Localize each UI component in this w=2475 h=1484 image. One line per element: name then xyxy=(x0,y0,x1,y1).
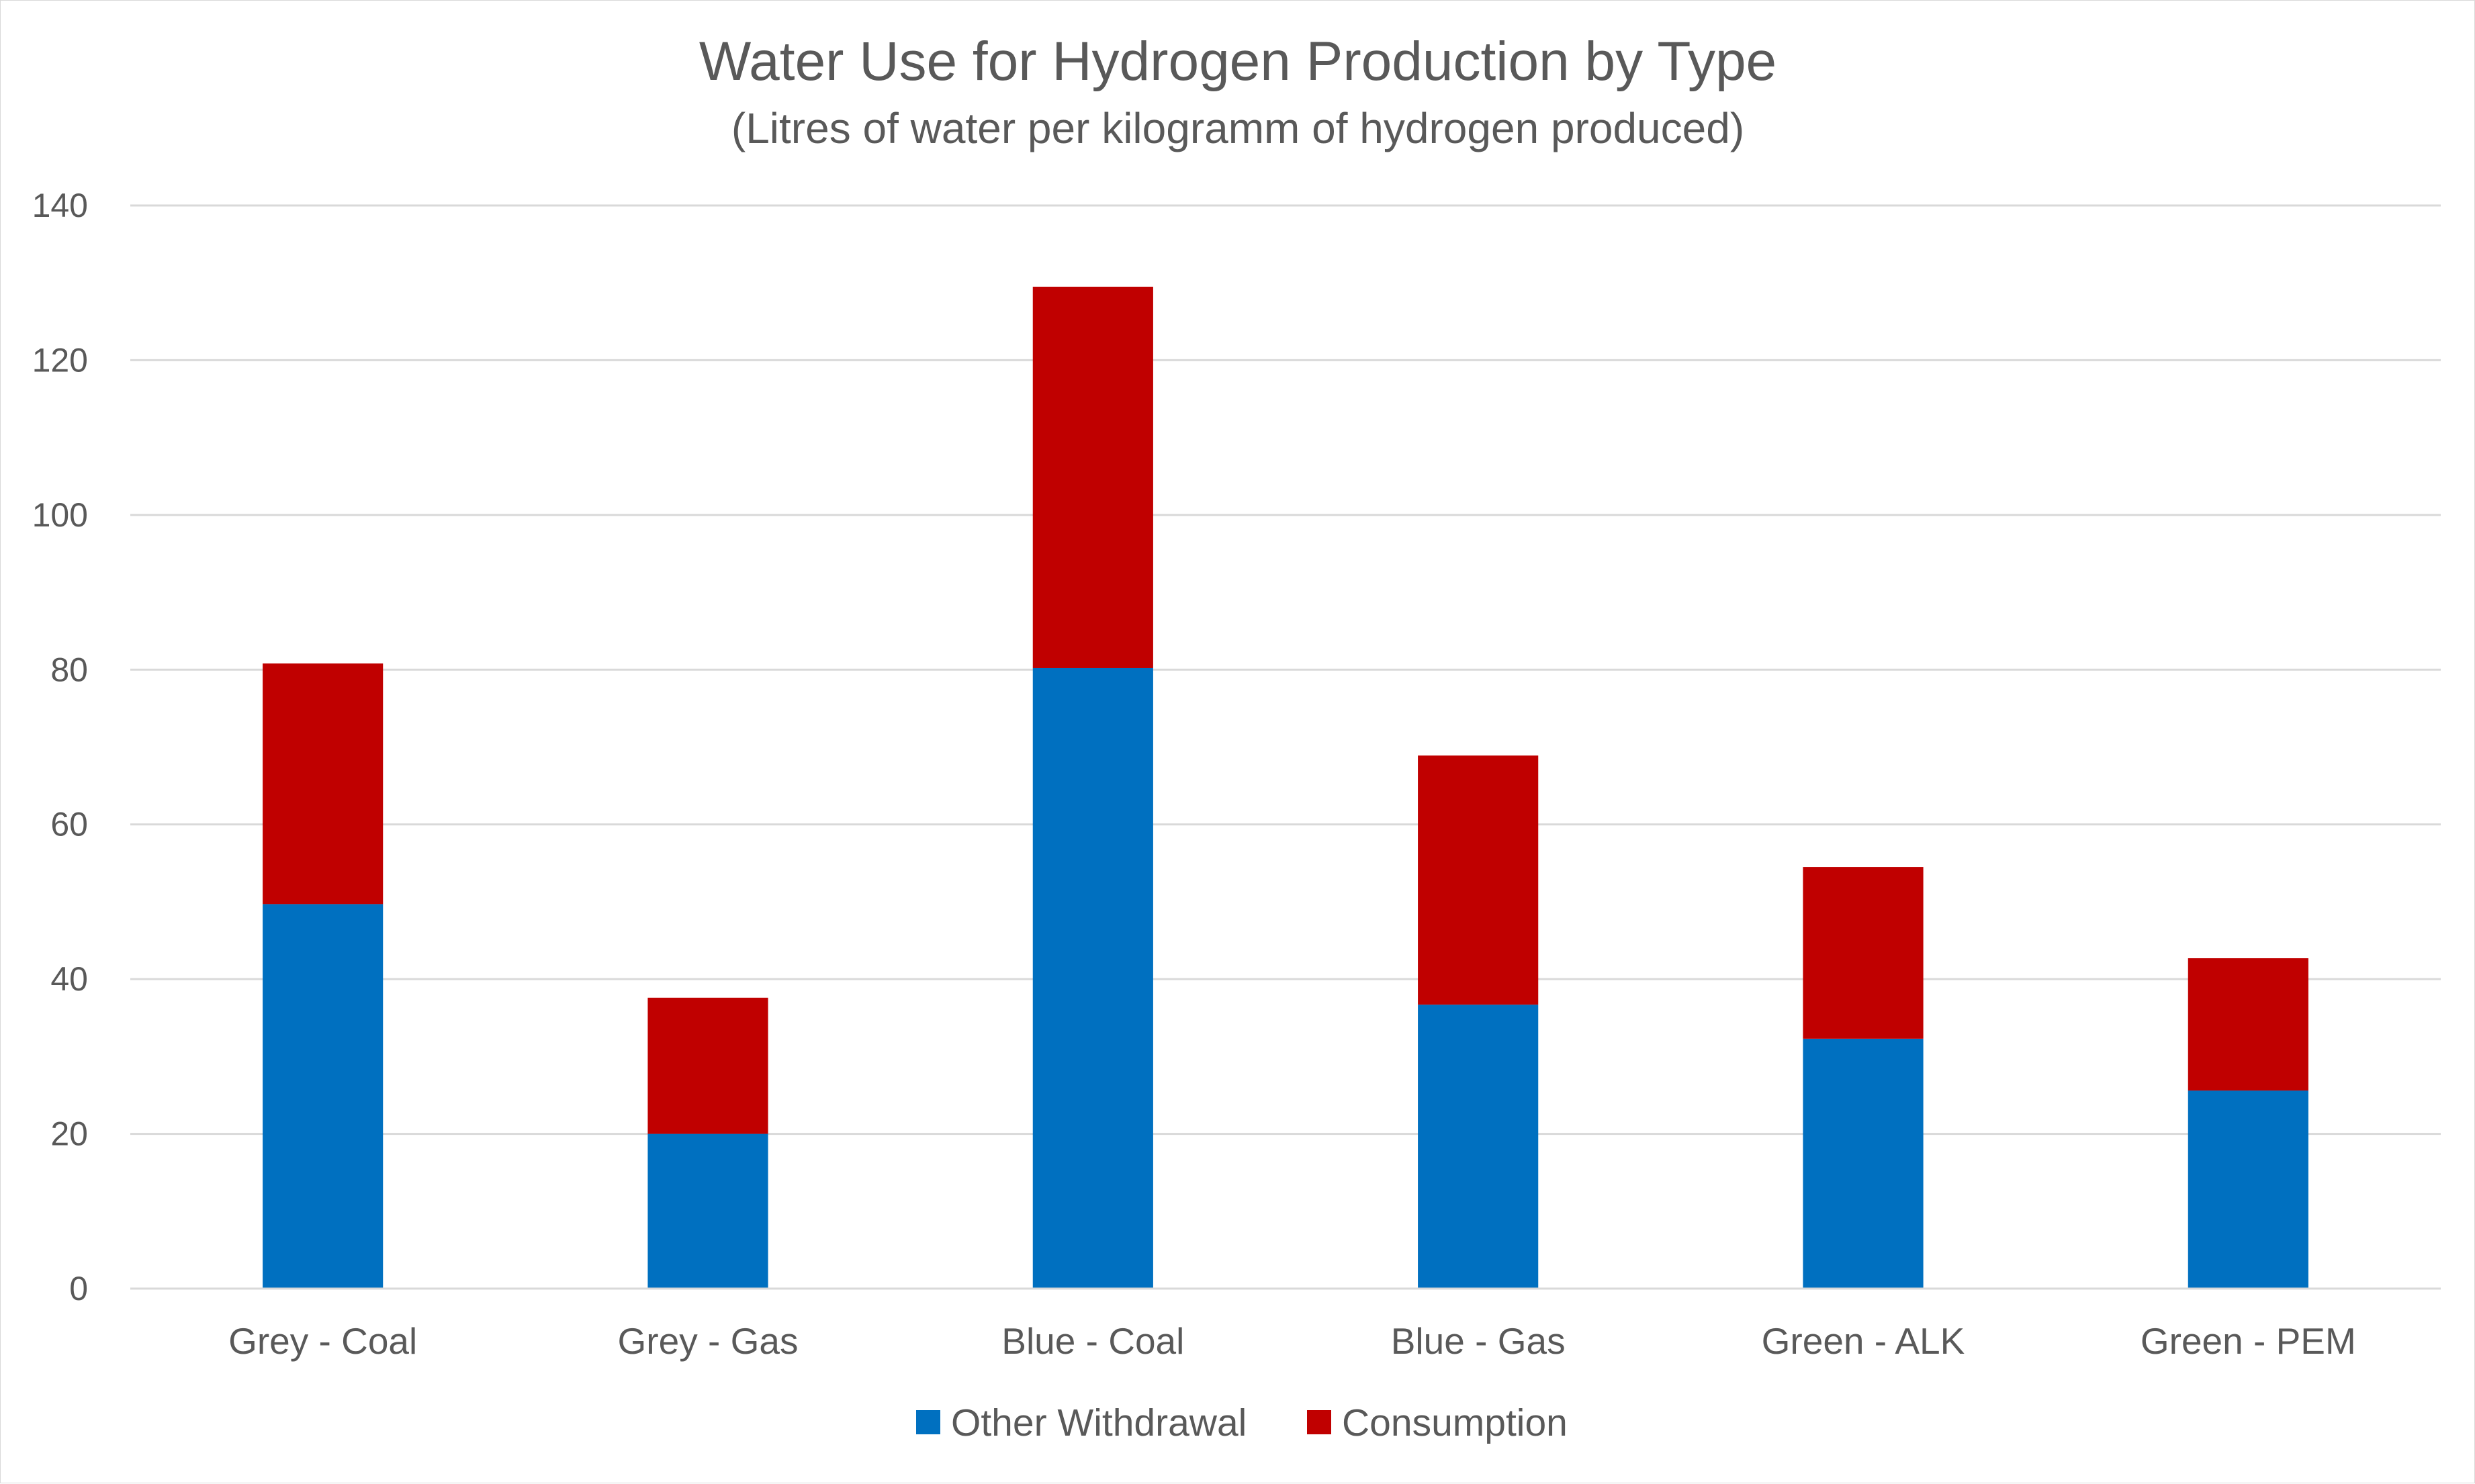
legend-label: Other Withdrawal xyxy=(951,1401,1247,1444)
y-tick-label: 20 xyxy=(50,1115,88,1153)
y-tick-label: 80 xyxy=(50,651,88,688)
bar-consumption xyxy=(2188,958,2308,1091)
x-axis-labels: Grey - Coal Grey - Gas Blue - Coal Blue - G… xyxy=(228,1320,2356,1362)
gridlines xyxy=(130,204,2441,1135)
bar-other-withdrawal xyxy=(1418,1005,1539,1289)
bar-other-withdrawal xyxy=(1032,667,1153,1289)
legend-swatch xyxy=(916,1410,940,1434)
y-axis-ticks: 0 20 40 60 80 100 120 140 xyxy=(32,187,88,1307)
bar-other-withdrawal xyxy=(263,904,384,1289)
legend: Other Withdrawal Consumption xyxy=(916,1401,1568,1444)
y-tick-label: 60 xyxy=(50,806,88,843)
chart-subtitle: (Litres of water per kilogramm of hydrog… xyxy=(731,104,1744,152)
chart-title: Water Use for Hydrogen Production by Typ… xyxy=(699,31,1776,92)
x-tick-label: Blue - Gas xyxy=(1391,1320,1566,1362)
legend-label: Consumption xyxy=(1342,1401,1568,1444)
x-tick-label: Green - PEM xyxy=(2141,1320,2356,1362)
x-tick-label: Grey - Coal xyxy=(228,1320,417,1362)
x-tick-label: Green - ALK xyxy=(1762,1320,1965,1362)
bar-consumption xyxy=(1032,286,1153,668)
x-tick-label: Grey - Gas xyxy=(618,1320,799,1362)
y-tick-label: 140 xyxy=(32,187,88,224)
bars xyxy=(263,286,2308,1289)
y-tick-label: 100 xyxy=(32,496,88,534)
bar-consumption xyxy=(1803,867,1924,1039)
y-tick-label: 0 xyxy=(69,1270,88,1307)
bar-consumption xyxy=(263,663,384,905)
x-tick-label: Blue - Coal xyxy=(1001,1320,1184,1362)
y-tick-label: 40 xyxy=(50,960,88,998)
bar-consumption xyxy=(1418,755,1539,1005)
y-tick-label: 120 xyxy=(32,341,88,379)
legend-swatch xyxy=(1307,1410,1331,1434)
bar-other-withdrawal xyxy=(647,1133,768,1289)
bar-other-withdrawal xyxy=(1803,1038,1924,1289)
bar-consumption xyxy=(647,997,768,1134)
bar-other-withdrawal xyxy=(2188,1091,2308,1289)
